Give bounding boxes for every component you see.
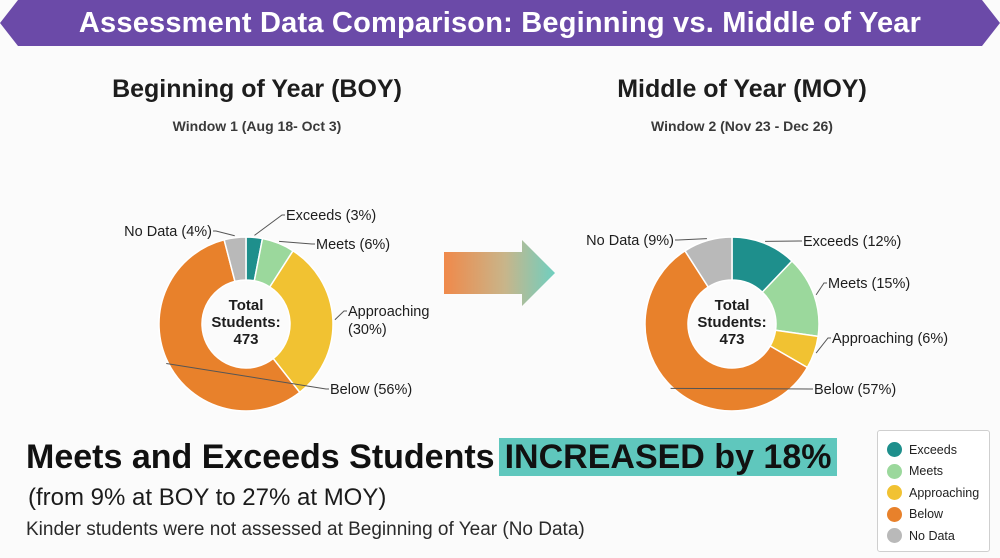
legend-item-no-data: No Data bbox=[887, 525, 989, 547]
summary-note: Kinder students were not assessed at Beg… bbox=[26, 519, 585, 540]
boy-leader-no-data bbox=[213, 230, 235, 237]
boy-label-exceeds: Exceeds (3%) bbox=[286, 208, 376, 224]
banner-shape bbox=[0, 0, 1000, 46]
moy-leader-below bbox=[670, 387, 813, 390]
moy-label-meets: Meets (15%) bbox=[828, 276, 910, 292]
boy-label-below: Below (56%) bbox=[330, 382, 412, 398]
boy-donut-chart: Exceeds (3%) Meets (6%) Approaching (30%) Be… bbox=[124, 208, 429, 412]
legend-item-exceeds: Exceeds bbox=[887, 439, 989, 461]
moy-leader-approaching bbox=[815, 337, 831, 354]
donut-charts: Exceeds (3%) Meets (6%) Approaching (30%) Be… bbox=[124, 208, 948, 412]
boy-slice-no-data bbox=[223, 236, 247, 283]
legend-label-no-data: No Data bbox=[909, 528, 955, 543]
moy-label-no-data: No Data (9%) bbox=[586, 233, 674, 249]
boy-chart-subtitle: Window 1 (Aug 18- Oct 3) bbox=[172, 118, 342, 134]
page-title: Assessment Data Comparison: Beginning vs… bbox=[78, 6, 922, 39]
headline-highlight: INCREASED by 18% bbox=[498, 438, 838, 476]
moy-donut-chart: Exceeds (12%) Meets (15%) Approaching (6%)… bbox=[586, 233, 948, 412]
legend-item-approaching: Approaching bbox=[887, 482, 989, 504]
summary-headline: Meets and Exceeds Students INCREASED by 1… bbox=[26, 438, 838, 477]
comparison-arrow bbox=[444, 240, 555, 306]
boy-center-label-0: Total bbox=[229, 297, 264, 314]
moy-chart-subtitle: Window 2 (Nov 23 - Dec 26) bbox=[651, 118, 833, 134]
boy-chart-title: Beginning of Year (BOY) bbox=[112, 75, 402, 103]
title-banner: Assessment Data Comparison: Beginning vs… bbox=[0, 0, 1000, 46]
boy-slice-approaching bbox=[268, 249, 334, 394]
legend-label-approaching: Approaching bbox=[909, 485, 980, 500]
moy-label-approaching: Approaching (6%) bbox=[832, 331, 948, 347]
headline-text: Meets and Exceeds Students bbox=[26, 438, 495, 476]
boy-leader-approaching bbox=[334, 310, 347, 321]
boy-leader-exceeds bbox=[254, 214, 285, 236]
boy-label-approaching: Approaching bbox=[348, 304, 429, 320]
boy-center-label-2: 473 bbox=[233, 331, 258, 348]
boy-label-no-data: No Data (4%) bbox=[124, 224, 212, 240]
moy-center-label-1: Students: bbox=[697, 314, 766, 331]
moy-center-label-2: 473 bbox=[719, 331, 744, 348]
moy-slice-below bbox=[644, 249, 809, 412]
summary-detail: (from 9% at BOY to 27% at MOY) bbox=[28, 484, 387, 511]
moy-center-label-0: Total bbox=[715, 297, 750, 314]
legend-swatch-no-data bbox=[887, 528, 902, 544]
moy-slice-no-data bbox=[683, 236, 733, 289]
boy-label-approaching-value: (30%) bbox=[348, 322, 387, 338]
legend-item-meets: Meets bbox=[887, 461, 989, 483]
moy-leader-meets bbox=[815, 282, 827, 296]
moy-chart-title: Middle of Year (MOY) bbox=[617, 75, 867, 103]
boy-leader-meets bbox=[279, 240, 315, 245]
boy-label-meets: Meets (6%) bbox=[316, 237, 390, 253]
legend-swatch-exceeds bbox=[887, 442, 902, 458]
legend: Exceeds Meets Approaching Below No Data bbox=[877, 430, 990, 552]
moy-label-exceeds: Exceeds (12%) bbox=[803, 234, 901, 250]
legend-swatch-approaching bbox=[887, 485, 902, 501]
boy-leader-below bbox=[166, 363, 329, 390]
boy-center-label-1: Students: bbox=[211, 314, 280, 331]
legend-swatch-meets bbox=[887, 463, 902, 479]
legend-item-below: Below bbox=[887, 504, 989, 526]
moy-label-below: Below (57%) bbox=[814, 382, 896, 398]
legend-swatch-below bbox=[887, 506, 902, 522]
legend-label-below: Below bbox=[909, 507, 944, 522]
moy-leader-no-data bbox=[675, 238, 707, 241]
legend-label-meets: Meets bbox=[909, 464, 944, 479]
legend-label-exceeds: Exceeds bbox=[909, 442, 957, 457]
